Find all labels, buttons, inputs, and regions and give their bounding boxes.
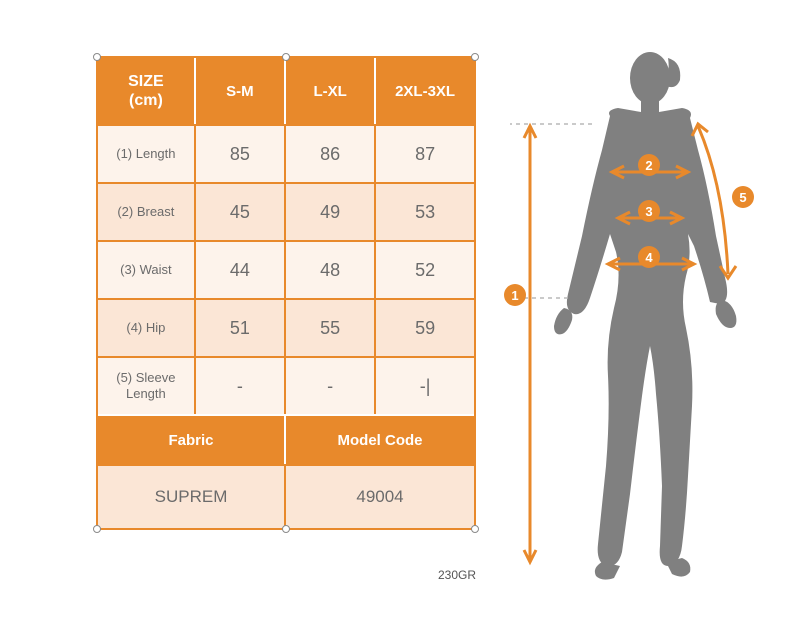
footer-fabric-value: SUPREM xyxy=(98,464,286,528)
size-chart-table: SIZE (cm) S-M L-XL 2XL-3XL (1) Length858… xyxy=(96,56,476,530)
row-label: (4) Hip xyxy=(98,298,196,356)
table-row: (5) Sleeve Length---| xyxy=(98,356,474,414)
silhouette-icon xyxy=(554,52,736,580)
header-size-label: SIZE (cm) xyxy=(98,58,196,124)
row-value: 52 xyxy=(376,240,474,298)
table-header-row: SIZE (cm) S-M L-XL 2XL-3XL xyxy=(98,58,474,124)
body-silhouette-svg xyxy=(510,46,770,586)
table-row: (1) Length858687 xyxy=(98,124,474,182)
row-value: - xyxy=(196,356,286,414)
badge-4: 4 xyxy=(638,246,660,268)
row-value: 51 xyxy=(196,298,286,356)
footer-header-row: Fabric Model Code xyxy=(98,414,474,464)
badge-3: 3 xyxy=(638,200,660,222)
selection-handle-icon[interactable] xyxy=(471,525,479,533)
row-label: (2) Breast xyxy=(98,182,196,240)
footer-value-row: SUPREM 49004 xyxy=(98,464,474,528)
row-value: 49 xyxy=(286,182,376,240)
weight-caption: 230GR xyxy=(438,568,476,582)
measurement-diagram: 1 2 3 4 5 xyxy=(510,46,770,586)
row-value: - xyxy=(286,356,376,414)
footer-model-code-value: 49004 xyxy=(286,464,474,528)
table-row: (4) Hip515559 xyxy=(98,298,474,356)
row-value: 59 xyxy=(376,298,474,356)
row-value: 86 xyxy=(286,124,376,182)
row-label: (5) Sleeve Length xyxy=(98,356,196,414)
header-size-line2: (cm) xyxy=(129,92,163,109)
badge-2: 2 xyxy=(638,154,660,176)
row-value: 48 xyxy=(286,240,376,298)
row-label: (3) Waist xyxy=(98,240,196,298)
row-value: 87 xyxy=(376,124,474,182)
selection-handle-icon[interactable] xyxy=(282,53,290,61)
header-col-3: 2XL-3XL xyxy=(376,58,474,124)
selection-handle-icon[interactable] xyxy=(471,53,479,61)
measure-1-length xyxy=(524,126,536,562)
header-size-line1: SIZE xyxy=(128,73,164,90)
row-value: -| xyxy=(376,356,474,414)
row-value: 55 xyxy=(286,298,376,356)
header-col-1: S-M xyxy=(196,58,286,124)
row-value: 53 xyxy=(376,182,474,240)
footer-header-fabric: Fabric xyxy=(98,416,286,464)
footer-header-model-code: Model Code xyxy=(286,416,474,464)
badge-5: 5 xyxy=(732,186,754,208)
table-row: (2) Breast454953 xyxy=(98,182,474,240)
selection-handle-icon[interactable] xyxy=(93,53,101,61)
selection-handle-icon[interactable] xyxy=(93,525,101,533)
badge-1: 1 xyxy=(504,284,526,306)
row-value: 45 xyxy=(196,182,286,240)
selection-handle-icon[interactable] xyxy=(282,525,290,533)
header-col-2: L-XL xyxy=(286,58,376,124)
row-label: (1) Length xyxy=(98,124,196,182)
table-row: (3) Waist444852 xyxy=(98,240,474,298)
row-value: 85 xyxy=(196,124,286,182)
row-value: 44 xyxy=(196,240,286,298)
